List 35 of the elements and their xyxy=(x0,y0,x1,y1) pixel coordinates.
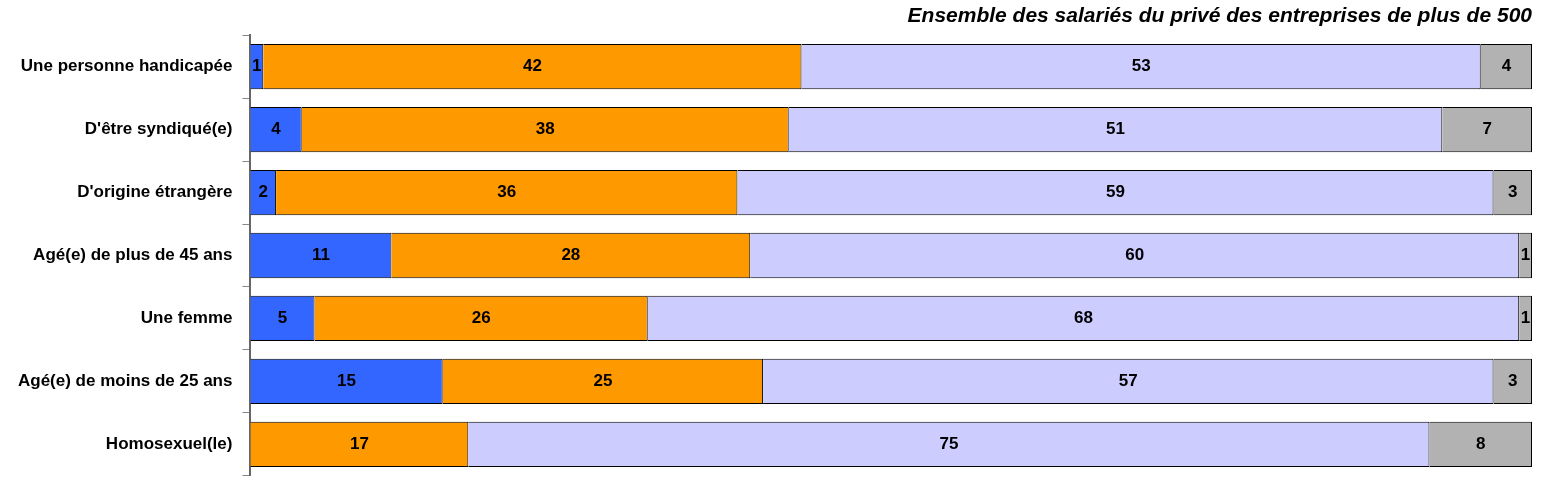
data-label: 15 xyxy=(337,371,357,391)
data-label: 11 xyxy=(311,245,330,265)
data-label: 3 xyxy=(1508,182,1518,202)
data-label: 36 xyxy=(497,182,517,202)
data-label: 60 xyxy=(1125,245,1145,265)
data-label: 25 xyxy=(593,371,613,391)
data-label: 1 xyxy=(1520,308,1531,328)
data-label: 42 xyxy=(522,56,542,76)
y-tick-label: D'être syndiqué(e) xyxy=(84,119,233,139)
data-label: 59 xyxy=(1106,182,1125,202)
data-label: 1 xyxy=(1520,245,1531,265)
data-label: 7 xyxy=(1482,119,1492,139)
data-label: 68 xyxy=(1074,308,1093,328)
data-label: 5 xyxy=(277,308,288,328)
data-label: 57 xyxy=(1118,371,1138,391)
y-tick-label: Agé(e) de moins de 25 ans xyxy=(18,371,233,391)
y-tick-label: Agé(e) de plus de 45 ans xyxy=(33,245,233,265)
data-label: 75 xyxy=(939,434,959,454)
data-label: 2 xyxy=(258,182,268,202)
data-label: 53 xyxy=(1131,56,1151,76)
data-label: 38 xyxy=(535,119,555,139)
y-tick-label: D'origine étrangère xyxy=(77,182,233,202)
data-label: 17 xyxy=(349,434,369,454)
data-label: 4 xyxy=(1501,56,1512,76)
data-label: 4 xyxy=(271,119,282,139)
data-label: 28 xyxy=(561,245,581,265)
y-tick-label: Une femme xyxy=(140,308,233,328)
chart-title: Ensemble des salariés du privé des entreprises de plus de 500 xyxy=(907,3,1533,27)
data-label: 3 xyxy=(1508,371,1518,391)
data-label: 8 xyxy=(1476,434,1486,454)
y-tick-label: Homosexuel(le) xyxy=(105,434,233,454)
data-label: 1 xyxy=(252,56,262,76)
data-label: 51 xyxy=(1106,119,1125,139)
data-label: 26 xyxy=(471,308,491,328)
y-tick-label: Une personne handicapée xyxy=(20,56,233,76)
